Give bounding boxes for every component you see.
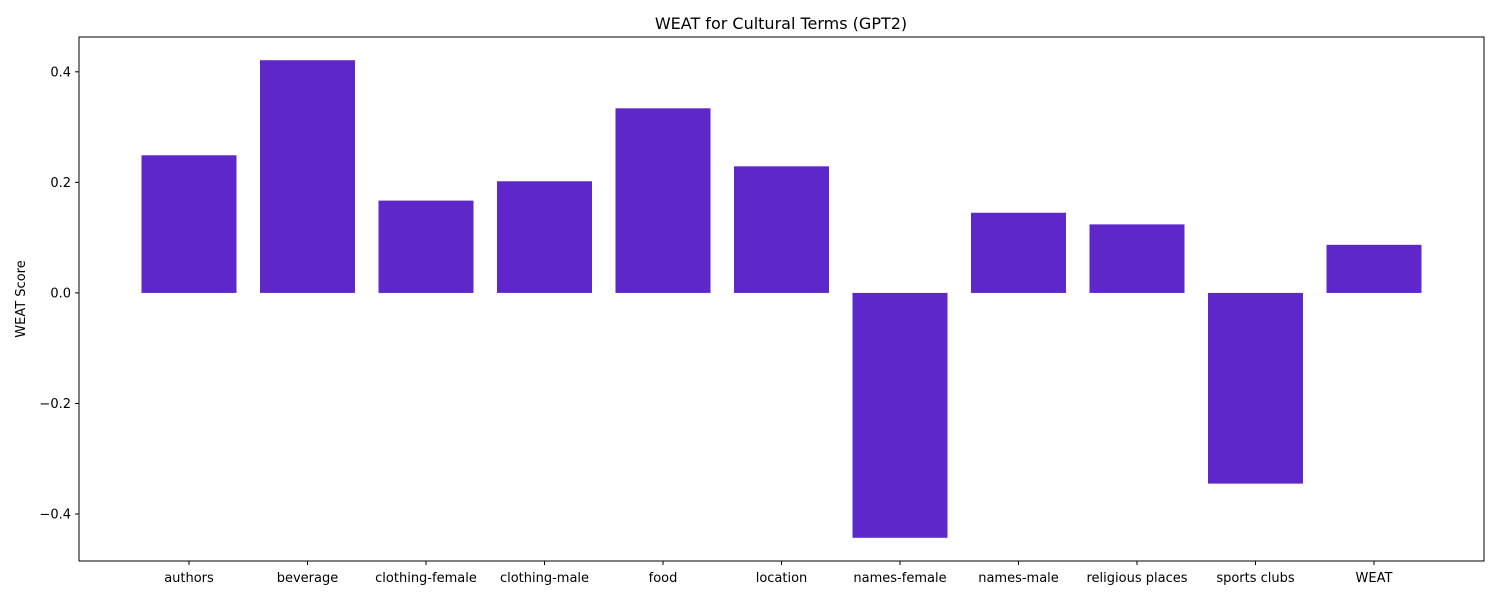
x-tick-label: sports clubs	[1216, 571, 1295, 586]
x-tick-label: authors	[164, 571, 214, 586]
chart-title: WEAT for Cultural Terms (GPT2)	[655, 14, 907, 33]
y-tick-label: −0.2	[39, 397, 71, 412]
y-tick-label: 0.0	[50, 286, 71, 301]
x-axis-ticks: authors beverage clothing-female clothing-m…	[164, 561, 1392, 586]
y-axis-label: WEAT Score	[14, 260, 29, 337]
x-tick-label: religious places	[1087, 571, 1188, 586]
bar-beverage	[260, 60, 355, 293]
y-axis-ticks: −0.4 −0.2 0.0 0.2 0.4	[39, 65, 79, 523]
y-tick-label: 0.4	[50, 65, 71, 80]
x-tick-label: beverage	[277, 571, 339, 586]
bar-food	[615, 108, 711, 293]
x-tick-label: WEAT	[1356, 571, 1393, 586]
x-tick-label: names-female	[853, 571, 946, 586]
x-tick-label: clothing-female	[375, 571, 477, 586]
bar-religious-places	[1089, 224, 1185, 293]
x-tick-label: food	[649, 571, 678, 586]
bar-names-female	[852, 292, 948, 538]
x-tick-label: location	[756, 571, 808, 586]
x-tick-label: names-male	[978, 571, 1059, 586]
bar-location	[734, 166, 829, 293]
y-tick-label: −0.4	[39, 508, 71, 523]
bar-sports-clubs	[1208, 292, 1303, 484]
bar-clothing-male	[497, 181, 592, 293]
plot-frame	[78, 36, 1485, 562]
y-tick-label: 0.2	[50, 176, 71, 191]
bar-clothing-female	[378, 200, 474, 293]
bar-names-male	[971, 212, 1066, 293]
bars-group	[141, 60, 1422, 538]
bar-weat	[1326, 244, 1422, 293]
x-tick-label: clothing-male	[500, 571, 589, 586]
bar-authors	[141, 155, 237, 293]
